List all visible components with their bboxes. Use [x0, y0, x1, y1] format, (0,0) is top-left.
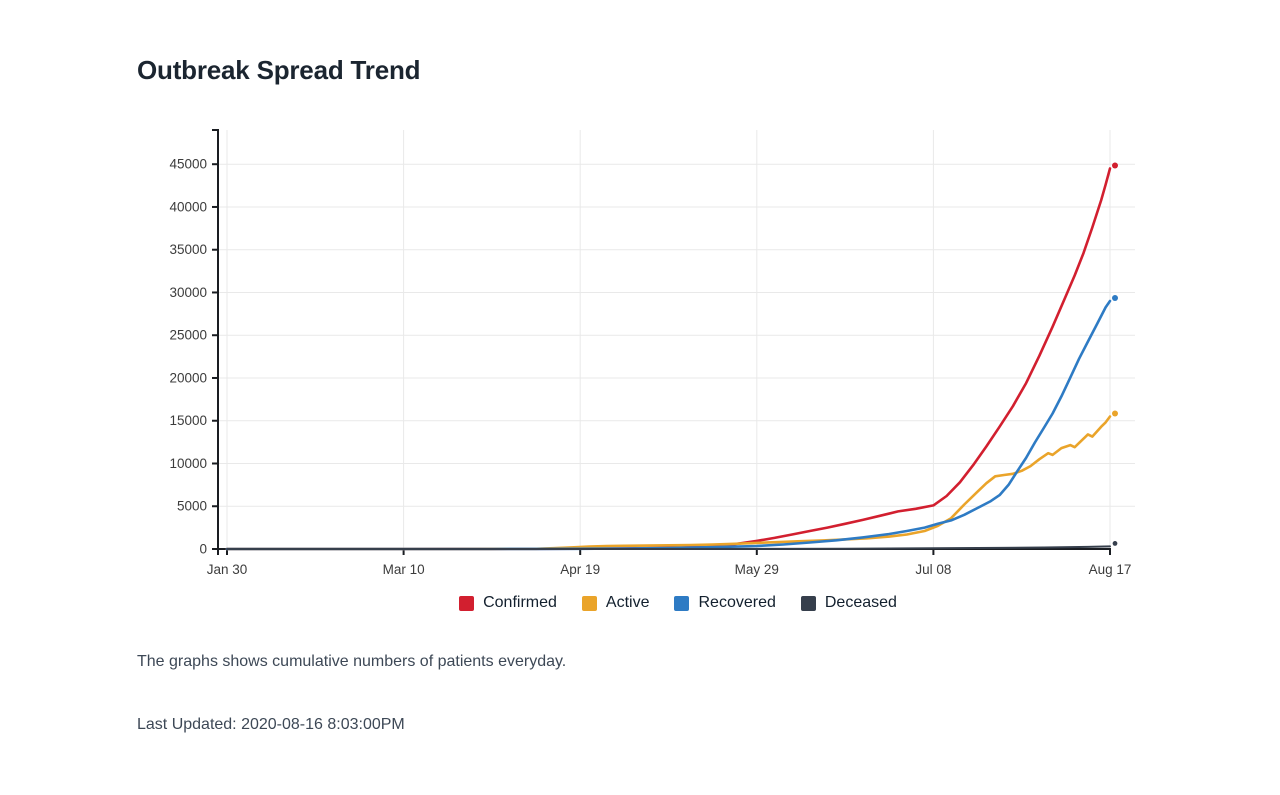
x-tick-label: Jul 08 — [915, 562, 951, 577]
deceased-swatch-icon — [800, 595, 816, 611]
y-axis-line — [212, 129, 219, 549]
y-tick-label: 35000 — [169, 242, 207, 257]
y-tick-label: 30000 — [169, 285, 207, 300]
confirmed-swatch-icon — [459, 595, 475, 611]
recovered-swatch-icon — [674, 595, 690, 611]
y-tick-label: 10000 — [169, 456, 207, 471]
y-tick-label: 5000 — [177, 499, 207, 514]
y-tick-label: 0 — [199, 542, 207, 557]
active-swatch-icon — [581, 595, 597, 611]
legend-item-recovered[interactable]: Recovered — [674, 594, 776, 612]
series-end-dot-active — [1112, 410, 1118, 417]
page-title: Outbreak Spread Trend — [137, 55, 421, 85]
series-end-dot-deceased — [1112, 541, 1118, 546]
legend-label-recovered: Recovered — [698, 594, 776, 611]
series-line-deceased — [226, 545, 1111, 550]
legend-label-deceased: Deceased — [824, 594, 897, 611]
x-tick-label: Aug 17 — [1089, 562, 1132, 577]
y-tick-label: 15000 — [169, 413, 207, 428]
legend-item-active[interactable]: Active — [581, 594, 650, 612]
series-line-recovered — [225, 299, 1112, 551]
series-end-dot-confirmed — [1112, 162, 1118, 169]
x-tick-label: May 29 — [735, 562, 779, 577]
legend-label-active: Active — [605, 594, 650, 611]
chart-caption: The graphs shows cumulative numbers of p… — [137, 653, 567, 670]
y-tick-label: 25000 — [169, 328, 207, 343]
y-tick-label: 20000 — [169, 370, 207, 385]
chart-legend: Confirmed Active Recovered Deceased — [218, 592, 1138, 614]
last-updated-text: Last Updated: 2020-08-16 8:03:00PM — [137, 716, 405, 733]
legend-item-deceased[interactable]: Deceased — [800, 594, 897, 612]
x-tick-label: Jan 30 — [207, 562, 248, 577]
legend-label-confirmed: Confirmed — [483, 594, 557, 611]
x-tick-label: Mar 10 — [383, 562, 425, 577]
x-tick-label: Apr 19 — [560, 562, 600, 577]
y-tick-label: 40000 — [169, 199, 207, 214]
y-tick-label: 45000 — [169, 157, 207, 172]
legend-item-confirmed[interactable]: Confirmed — [459, 594, 557, 612]
trend-line-chart: 0 5000 10000 15000 20000 25000 30000 35000 40000… — [169, 129, 1135, 577]
series-line-active — [225, 415, 1112, 551]
series-end-dot-recovered — [1112, 295, 1118, 302]
